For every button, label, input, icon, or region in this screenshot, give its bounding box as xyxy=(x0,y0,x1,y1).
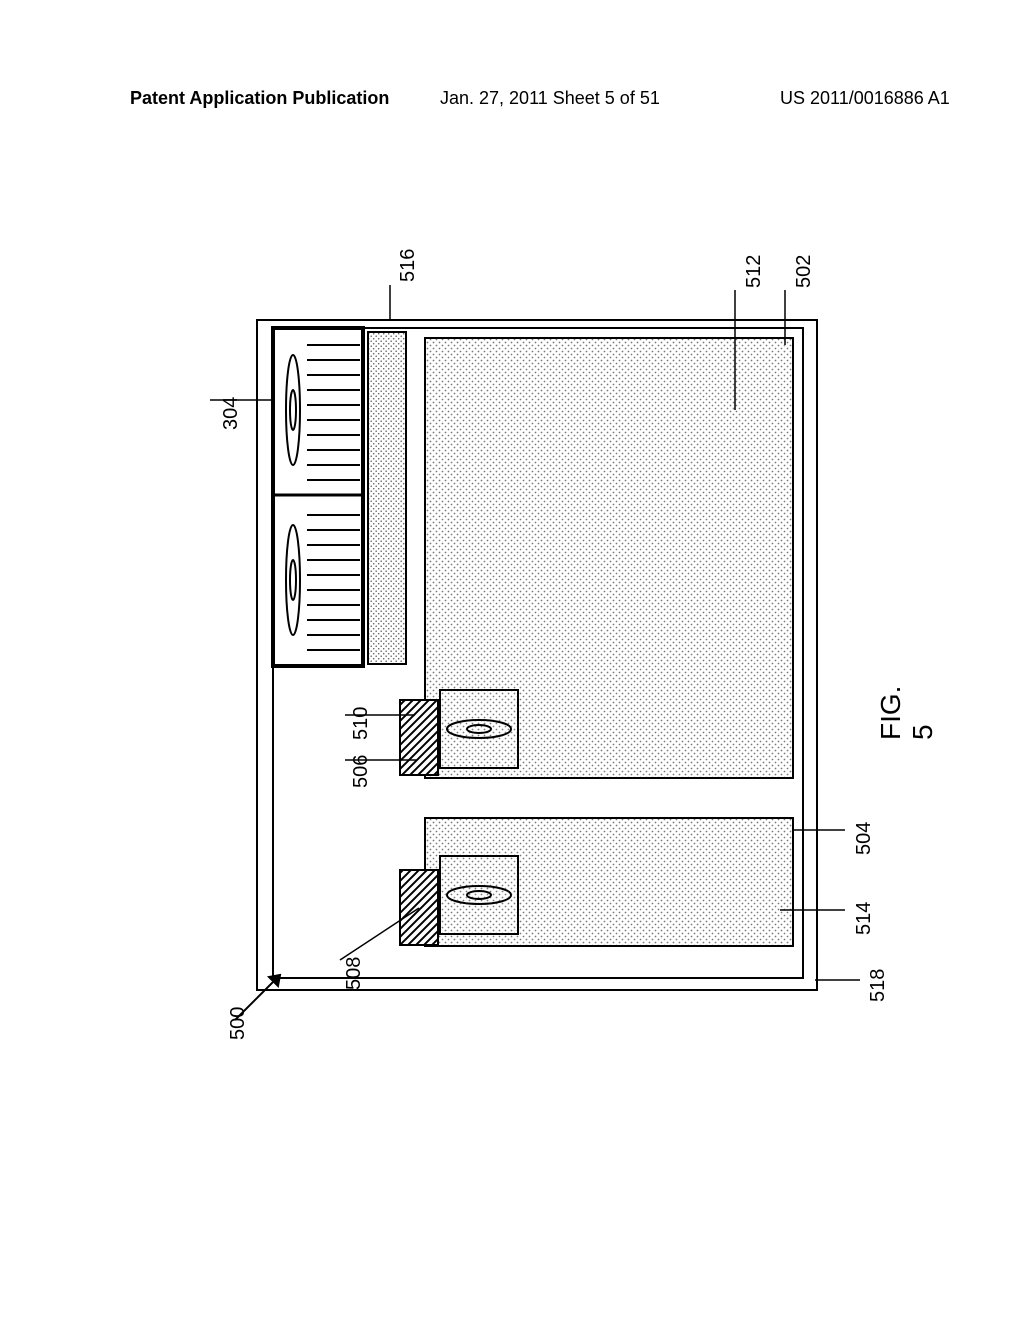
ref-512: 512 xyxy=(743,255,766,288)
figure-5: 304 516 502 512 510 506 508 504 514 518 … xyxy=(165,260,865,1040)
figure-label: FIG. 5 xyxy=(875,686,939,740)
ref-508: 508 xyxy=(343,957,366,990)
ref-516: 516 xyxy=(397,249,420,282)
header-center: Jan. 27, 2011 Sheet 5 of 51 xyxy=(440,88,660,109)
ref-504: 504 xyxy=(853,822,876,855)
ref-502: 502 xyxy=(793,255,816,288)
ref-514: 514 xyxy=(853,902,876,935)
ref-510: 510 xyxy=(350,707,373,740)
figure-svg xyxy=(165,260,865,1040)
header-right: US 2011/0016886 A1 xyxy=(780,88,950,109)
ref-506: 506 xyxy=(350,755,373,788)
ref-518: 518 xyxy=(867,969,890,1002)
header-left: Patent Application Publication xyxy=(130,88,389,109)
ref-500: 500 xyxy=(227,1007,250,1040)
ref-304: 304 xyxy=(220,397,243,430)
